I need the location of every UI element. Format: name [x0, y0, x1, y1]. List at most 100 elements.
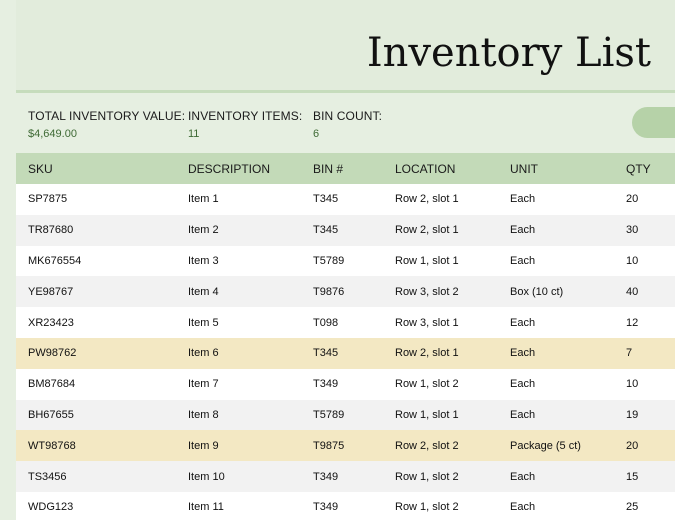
cell-bin[interactable]: T349: [313, 378, 339, 391]
summary-inventory-items[interactable]: INVENTORY ITEMS: 11: [188, 109, 302, 140]
table-row: YE98767 Item 4 T9876 Row 3, slot 2 Box (…: [16, 276, 675, 308]
bin-count-label: BIN COUNT:: [313, 109, 383, 123]
cell-qty[interactable]: 12: [626, 316, 639, 329]
cell-sku[interactable]: WT98768: [28, 439, 76, 452]
cell-unit[interactable]: Each: [510, 316, 536, 329]
total-value-label: TOTAL INVENTORY VALUE:: [28, 109, 186, 123]
cell-bin[interactable]: T9876: [313, 285, 345, 298]
cell-description[interactable]: Item 9: [188, 439, 219, 452]
table-body: SP7875 Item 1 T345 Row 2, slot 1 Each 20…: [16, 184, 675, 520]
cell-sku[interactable]: WDG123: [28, 501, 74, 514]
cell-qty[interactable]: 20: [626, 439, 639, 452]
cell-sku[interactable]: SP7875: [28, 193, 68, 206]
cell-bin[interactable]: T5789: [313, 408, 345, 421]
cell-unit[interactable]: Each: [510, 224, 536, 237]
cell-location[interactable]: Row 2, slot 1: [395, 347, 459, 360]
decorative-pill-shape: [632, 107, 675, 138]
cell-bin[interactable]: T345: [313, 193, 339, 206]
cell-sku[interactable]: BM87684: [28, 378, 76, 391]
inventory-table: SKU DESCRIPTION BIN # LOCATION UNIT QTY …: [16, 153, 675, 520]
cell-sku[interactable]: TR87680: [28, 224, 74, 237]
table-row: PW98762 Item 6 T345 Row 2, slot 1 Each 7: [16, 337, 675, 369]
cell-description[interactable]: Item 2: [188, 224, 219, 237]
cell-unit[interactable]: Each: [510, 501, 536, 514]
cell-qty[interactable]: 7: [626, 347, 633, 360]
cell-location[interactable]: Row 2, slot 1: [395, 224, 459, 237]
cell-location[interactable]: Row 1, slot 2: [395, 470, 459, 483]
cell-unit[interactable]: Each: [510, 254, 536, 267]
bin-count-value[interactable]: 6: [313, 128, 320, 140]
table-row: BH67655 Item 8 T5789 Row 1, slot 1 Each …: [16, 399, 675, 431]
table-row: MK676554 Item 3 T5789 Row 1, slot 1 Each…: [16, 245, 675, 277]
summary-total-value[interactable]: TOTAL INVENTORY VALUE: $4,649.00: [28, 109, 185, 140]
table-row: BM87684 Item 7 T349 Row 1, slot 2 Each 1…: [16, 368, 675, 400]
cell-location[interactable]: Row 2, slot 1: [395, 193, 459, 206]
cell-unit[interactable]: Each: [510, 193, 536, 206]
cell-qty[interactable]: 15: [626, 470, 639, 483]
cell-sku[interactable]: MK676554: [28, 254, 82, 267]
cell-qty[interactable]: 40: [626, 285, 639, 298]
cell-bin[interactable]: T5789: [313, 254, 345, 267]
cell-description[interactable]: Item 4: [188, 285, 219, 298]
inventory-items-label: INVENTORY ITEMS:: [188, 109, 303, 123]
cell-bin[interactable]: T345: [313, 347, 339, 360]
column-header-qty[interactable]: QTY: [626, 161, 651, 176]
cell-qty[interactable]: 30: [626, 224, 639, 237]
title-divider: [16, 90, 675, 93]
column-header-location[interactable]: LOCATION: [395, 161, 456, 176]
cell-description[interactable]: Item 7: [188, 378, 219, 391]
page-title[interactable]: Inventory List: [366, 30, 651, 76]
title-band: Inventory List: [16, 0, 675, 90]
cell-location[interactable]: Row 2, slot 2: [395, 439, 459, 452]
cell-location[interactable]: Row 1, slot 1: [395, 408, 459, 421]
table-header-row: SKU DESCRIPTION BIN # LOCATION UNIT QTY: [16, 153, 675, 184]
cell-description[interactable]: Item 10: [188, 470, 225, 483]
total-value[interactable]: $4,649.00: [28, 128, 77, 140]
cell-unit[interactable]: Each: [510, 378, 536, 391]
cell-unit[interactable]: Box (10 ct): [510, 285, 564, 298]
cell-description[interactable]: Item 8: [188, 408, 219, 421]
column-header-unit[interactable]: UNIT: [510, 161, 538, 176]
cell-sku[interactable]: BH67655: [28, 408, 74, 421]
cell-unit[interactable]: Each: [510, 408, 536, 421]
cell-bin[interactable]: T349: [313, 470, 339, 483]
cell-qty[interactable]: 10: [626, 378, 639, 391]
cell-description[interactable]: Item 3: [188, 254, 219, 267]
table-row: TS3456 Item 10 T349 Row 1, slot 2 Each 1…: [16, 461, 675, 492]
cell-qty[interactable]: 10: [626, 254, 639, 267]
cell-unit[interactable]: Package (5 ct): [510, 439, 581, 452]
column-header-sku[interactable]: SKU: [28, 161, 53, 176]
summary-band: TOTAL INVENTORY VALUE: $4,649.00 INVENTO…: [16, 93, 675, 153]
inventory-items-value[interactable]: 11: [188, 128, 200, 140]
cell-bin[interactable]: T9875: [313, 439, 345, 452]
cell-sku[interactable]: XR23423: [28, 316, 74, 329]
table-row: WDG123 Item 11 T349 Row 1, slot 2 Each 2…: [16, 491, 675, 520]
summary-bin-count[interactable]: BIN COUNT: 6: [313, 109, 382, 140]
table-row: TR87680 Item 2 T345 Row 2, slot 1 Each 3…: [16, 214, 675, 246]
cell-qty[interactable]: 25: [626, 501, 639, 514]
cell-location[interactable]: Row 1, slot 1: [395, 254, 459, 267]
table-row: XR23423 Item 5 T098 Row 3, slot 1 Each 1…: [16, 307, 675, 338]
cell-qty[interactable]: 19: [626, 408, 639, 421]
cell-description[interactable]: Item 11: [188, 501, 224, 514]
cell-location[interactable]: Row 3, slot 1: [395, 316, 459, 329]
column-header-description[interactable]: DESCRIPTION: [188, 161, 271, 176]
cell-sku[interactable]: PW98762: [28, 347, 77, 360]
cell-unit[interactable]: Each: [510, 470, 536, 483]
cell-bin[interactable]: T345: [313, 224, 339, 237]
column-header-bin[interactable]: BIN #: [313, 161, 344, 176]
cell-location[interactable]: Row 1, slot 2: [395, 501, 459, 514]
cell-sku[interactable]: TS3456: [28, 470, 67, 483]
cell-description[interactable]: Item 1: [188, 193, 219, 206]
cell-description[interactable]: Item 6: [188, 347, 219, 360]
cell-description[interactable]: Item 5: [188, 316, 219, 329]
cell-bin[interactable]: T349: [313, 501, 339, 514]
cell-unit[interactable]: Each: [510, 347, 536, 360]
cell-bin[interactable]: T098: [313, 316, 339, 329]
cell-qty[interactable]: 20: [626, 193, 639, 206]
cell-location[interactable]: Row 1, slot 2: [395, 378, 459, 391]
cell-sku[interactable]: YE98767: [28, 285, 74, 298]
cell-location[interactable]: Row 3, slot 2: [395, 285, 459, 298]
left-margin-strip: [0, 0, 16, 520]
